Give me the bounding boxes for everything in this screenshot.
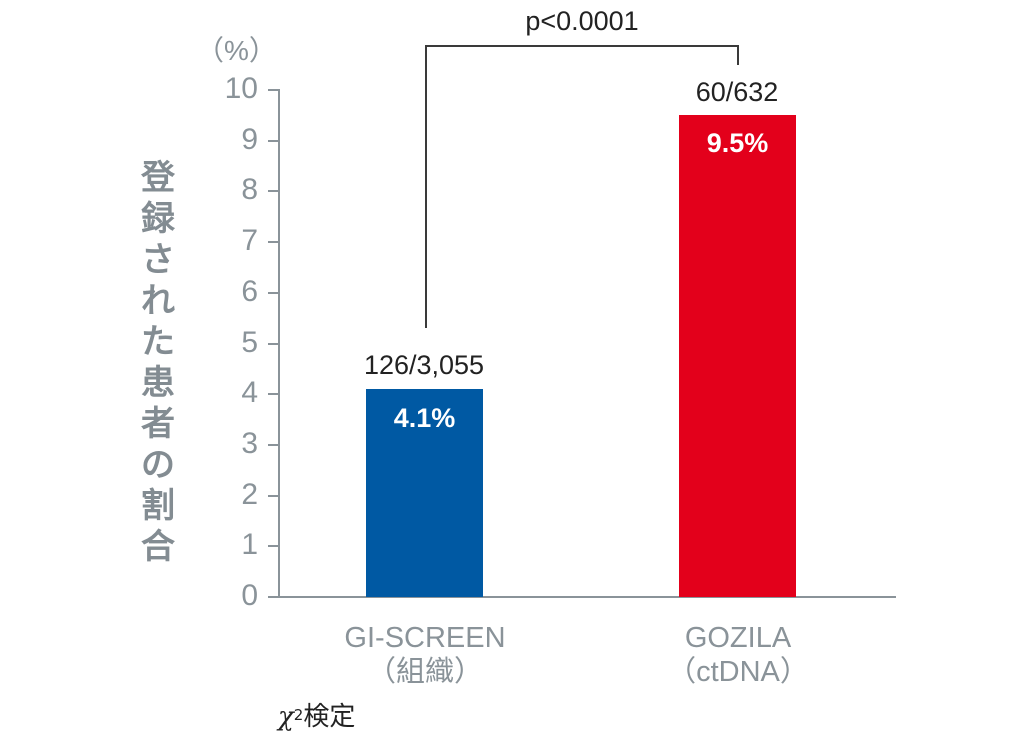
footnote-chi-square: χ2検定 bbox=[278, 702, 355, 732]
significance-bracket-top bbox=[425, 45, 739, 47]
y-tick bbox=[268, 140, 279, 142]
bar-value-label: 4.1% bbox=[393, 403, 456, 433]
ylabel-char: の bbox=[141, 445, 175, 485]
y-tick bbox=[268, 596, 279, 598]
y-tick bbox=[268, 393, 279, 395]
ylabel-char: 合 bbox=[141, 527, 175, 567]
y-tick-label: 5 bbox=[241, 326, 258, 359]
y-tick bbox=[268, 292, 279, 294]
y-tick bbox=[268, 343, 279, 345]
ylabel-char: 割 bbox=[141, 486, 175, 526]
ylabel-char: さ bbox=[141, 240, 175, 280]
y-tick bbox=[268, 495, 279, 497]
y-tick-label: 4 bbox=[241, 376, 258, 409]
y-tick-label: 8 bbox=[241, 173, 258, 206]
footnote-text: 検定 bbox=[303, 702, 356, 732]
count-label-gozila: 60/632 bbox=[695, 77, 779, 107]
superscript: 2 bbox=[293, 706, 304, 724]
y-tick-label: 1 bbox=[241, 528, 258, 561]
y-tick-label: 9 bbox=[241, 123, 258, 156]
y-axis-label: 登 録 さ れ た 患 者 の 割 合 bbox=[138, 158, 178, 568]
ylabel-char: 録 bbox=[141, 199, 175, 239]
y-tick bbox=[268, 545, 279, 547]
count-label-gi-screen: 126/3,055 bbox=[363, 350, 485, 380]
category-name: GI-SCREEN bbox=[344, 622, 506, 654]
significance-bracket-right bbox=[737, 45, 739, 65]
category-subname: （組織） bbox=[366, 656, 483, 688]
y-tick-label: 0 bbox=[241, 579, 258, 612]
y-tick-label: 3 bbox=[241, 427, 258, 460]
y-tick-label: 6 bbox=[241, 275, 258, 308]
bar-gi-screen: 4.1% bbox=[366, 389, 483, 597]
ylabel-char: 登 bbox=[141, 158, 175, 198]
y-tick bbox=[268, 444, 279, 446]
ylabel-char: 者 bbox=[141, 404, 175, 444]
significance-bracket-left bbox=[425, 45, 427, 328]
category-subname: （ctDNA） bbox=[667, 656, 809, 688]
y-axis-unit: （%） bbox=[196, 35, 277, 66]
ylabel-char: れ bbox=[141, 281, 175, 321]
bar-value-label: 9.5% bbox=[706, 128, 769, 158]
ylabel-char: た bbox=[141, 322, 175, 362]
ylabel-char: 患 bbox=[141, 363, 175, 403]
category-label-gozila: GOZILA （ctDNA） bbox=[608, 621, 868, 689]
chi-symbol: χ bbox=[278, 702, 294, 732]
category-name: GOZILA bbox=[684, 622, 792, 654]
y-tick bbox=[268, 241, 279, 243]
y-tick bbox=[268, 89, 279, 91]
x-axis-line bbox=[268, 596, 896, 598]
bar-gozila: 9.5% bbox=[679, 115, 796, 597]
y-tick-label: 2 bbox=[241, 478, 258, 511]
y-tick-label: 10 bbox=[224, 72, 258, 105]
y-tick-label: 7 bbox=[241, 224, 258, 257]
p-value-label: p<0.0001 bbox=[525, 6, 639, 36]
category-label-gi-screen: GI-SCREEN （組織） bbox=[295, 621, 555, 689]
y-tick bbox=[268, 190, 279, 192]
y-axis-line bbox=[278, 89, 280, 598]
